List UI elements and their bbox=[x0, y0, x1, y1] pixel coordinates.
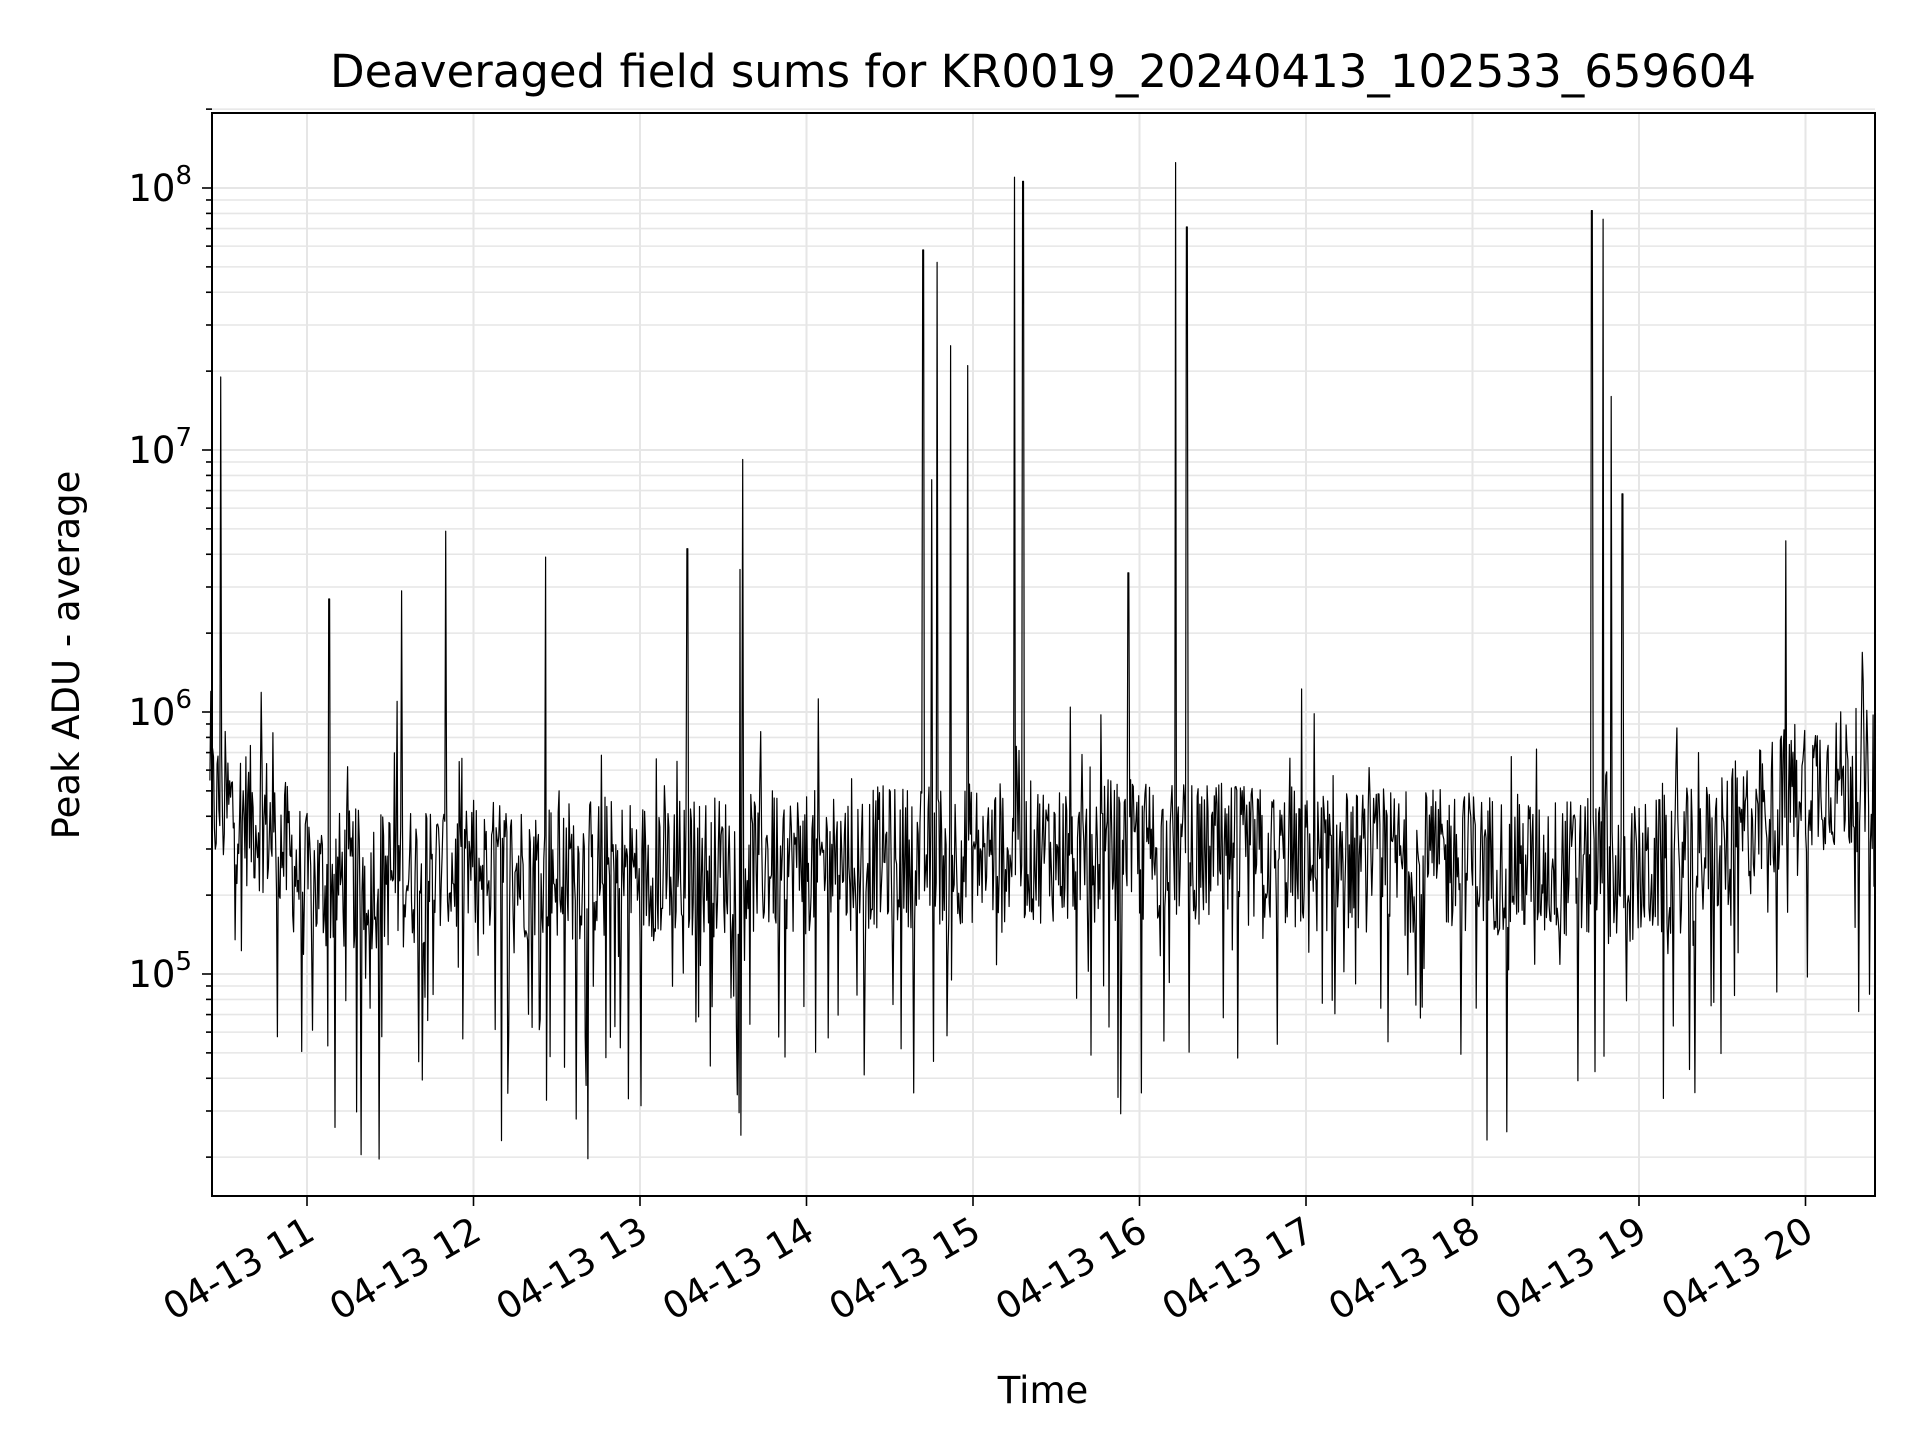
x-tick-label: 04-13 18 bbox=[1321, 1209, 1487, 1329]
x-axis-label: Time bbox=[997, 1369, 1089, 1412]
plot-frame bbox=[211, 112, 1876, 1197]
series-line bbox=[209, 162, 1876, 1160]
y-tick-label: 108 bbox=[128, 161, 192, 210]
x-tick-label: 04-13 20 bbox=[1654, 1209, 1820, 1329]
y-axis-label: Peak ADU - average bbox=[45, 471, 88, 840]
series-polyline bbox=[209, 162, 1876, 1160]
x-tick-label: 04-13 11 bbox=[156, 1209, 322, 1329]
x-tick-label: 04-13 13 bbox=[489, 1209, 655, 1329]
x-tick-label: 04-13 19 bbox=[1488, 1209, 1654, 1329]
x-tick-label: 04-13 14 bbox=[655, 1209, 821, 1329]
x-tick-label: 04-13 15 bbox=[822, 1209, 988, 1329]
chart-title: Deaveraged field sums for KR0019_2024041… bbox=[330, 45, 1756, 98]
grid bbox=[212, 108, 1875, 1196]
x-tick-label: 04-13 12 bbox=[322, 1209, 488, 1329]
y-tick-label: 105 bbox=[128, 947, 192, 996]
y-tick-label: 106 bbox=[128, 685, 192, 734]
y-tick-label: 107 bbox=[128, 423, 192, 472]
x-axis: 04-13 11 04-13 12 04-13 13 04-13 14 04-13 15… bbox=[156, 1196, 1820, 1329]
x-tick-label: 04-13 16 bbox=[988, 1209, 1154, 1329]
x-tick-label: 04-13 17 bbox=[1155, 1209, 1321, 1329]
y-axis: 105 106 107 108 bbox=[128, 108, 212, 1158]
